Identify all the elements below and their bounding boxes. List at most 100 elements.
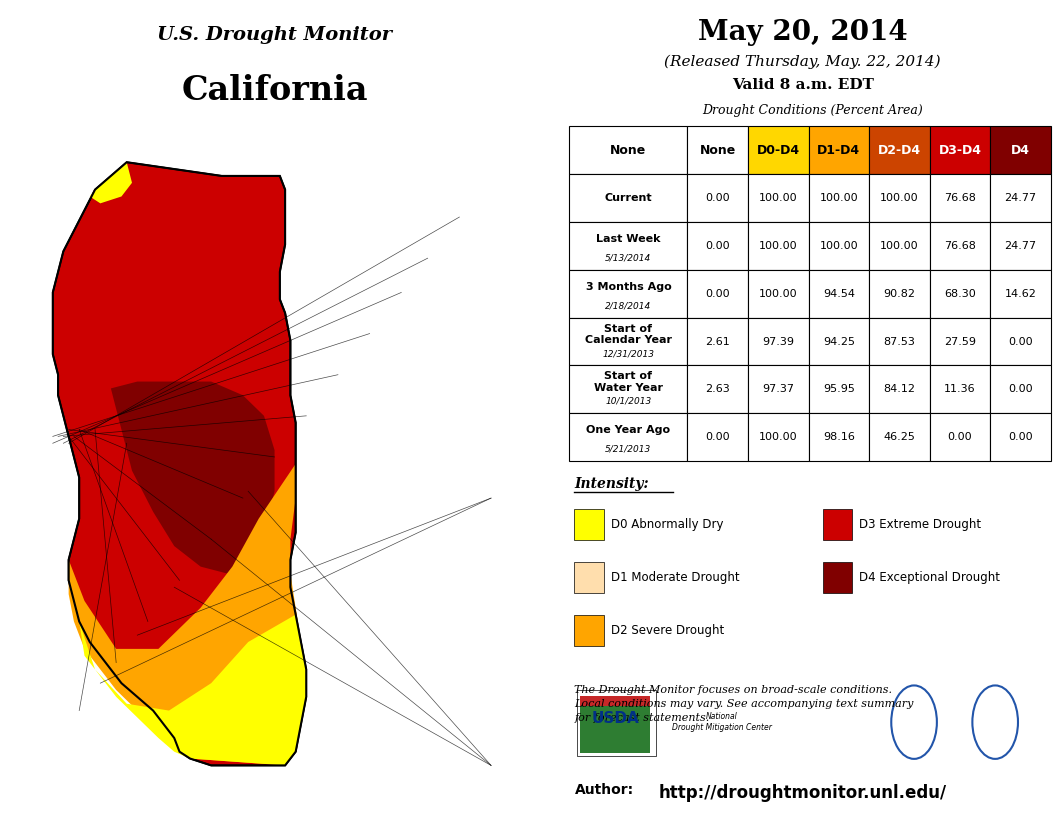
Text: D2-D4: D2-D4 bbox=[878, 144, 921, 157]
Text: 46.25: 46.25 bbox=[884, 432, 916, 442]
Bar bbox=[991, 413, 1051, 461]
Bar bbox=[869, 317, 929, 366]
Polygon shape bbox=[90, 162, 132, 203]
Text: 87.53: 87.53 bbox=[884, 336, 916, 347]
Bar bbox=[869, 270, 929, 317]
Text: 94.54: 94.54 bbox=[823, 289, 855, 299]
Bar bbox=[929, 413, 991, 461]
Text: The Drought Monitor focuses on broad-scale conditions.
Local conditions may vary: The Drought Monitor focuses on broad-sca… bbox=[574, 685, 913, 724]
Bar bbox=[748, 222, 809, 270]
Text: California: California bbox=[182, 74, 367, 108]
Bar bbox=[574, 509, 604, 540]
Bar bbox=[748, 126, 809, 175]
Text: 24.77: 24.77 bbox=[1004, 193, 1037, 203]
Bar bbox=[809, 222, 869, 270]
Bar bbox=[991, 270, 1051, 317]
Text: Valid 8 a.m. EDT: Valid 8 a.m. EDT bbox=[732, 78, 873, 92]
Bar bbox=[687, 270, 748, 317]
Bar bbox=[569, 126, 687, 175]
Bar bbox=[748, 413, 809, 461]
Text: 2.61: 2.61 bbox=[705, 336, 730, 347]
Text: 76.68: 76.68 bbox=[944, 241, 976, 251]
Polygon shape bbox=[53, 162, 306, 765]
Text: D0-D4: D0-D4 bbox=[757, 144, 799, 157]
Bar bbox=[569, 366, 687, 413]
Bar bbox=[929, 175, 991, 222]
Text: Current: Current bbox=[605, 193, 653, 203]
Bar bbox=[991, 222, 1051, 270]
Text: 100.00: 100.00 bbox=[819, 241, 859, 251]
Text: 2.63: 2.63 bbox=[705, 384, 730, 394]
Text: 11.36: 11.36 bbox=[944, 384, 976, 394]
Text: 0.00: 0.00 bbox=[705, 289, 730, 299]
Text: 0.00: 0.00 bbox=[705, 193, 730, 203]
Text: 10/1/2013: 10/1/2013 bbox=[605, 397, 652, 406]
Bar bbox=[687, 366, 748, 413]
Bar bbox=[929, 126, 991, 175]
Text: Drought Conditions (Percent Area): Drought Conditions (Percent Area) bbox=[702, 104, 923, 117]
Text: 100.00: 100.00 bbox=[759, 432, 797, 442]
Text: 0.00: 0.00 bbox=[705, 241, 730, 251]
Text: Last Week: Last Week bbox=[597, 234, 661, 244]
Bar bbox=[809, 270, 869, 317]
Bar bbox=[580, 696, 650, 706]
Text: 100.00: 100.00 bbox=[880, 241, 919, 251]
Text: USDA: USDA bbox=[591, 711, 639, 725]
Text: 98.16: 98.16 bbox=[823, 432, 854, 442]
Text: 97.37: 97.37 bbox=[762, 384, 794, 394]
Text: Intensity:: Intensity: bbox=[574, 477, 649, 491]
Bar bbox=[574, 615, 604, 646]
Text: 5/21/2013: 5/21/2013 bbox=[605, 445, 652, 454]
Bar bbox=[748, 175, 809, 222]
Text: 0.00: 0.00 bbox=[1008, 384, 1033, 394]
Text: 100.00: 100.00 bbox=[819, 193, 859, 203]
Text: 0.00: 0.00 bbox=[1008, 336, 1033, 347]
Bar bbox=[809, 175, 869, 222]
Bar bbox=[991, 317, 1051, 366]
Bar bbox=[823, 509, 852, 540]
Bar bbox=[569, 413, 687, 461]
Bar bbox=[809, 317, 869, 366]
Text: D3 Extreme Drought: D3 Extreme Drought bbox=[860, 518, 981, 531]
Text: D4 Exceptional Drought: D4 Exceptional Drought bbox=[860, 571, 1000, 584]
Text: D1-D4: D1-D4 bbox=[817, 144, 861, 157]
Text: 2/18/2014: 2/18/2014 bbox=[605, 301, 652, 310]
Bar bbox=[687, 413, 748, 461]
Text: None: None bbox=[699, 144, 736, 157]
Text: U.S. Drought Monitor: U.S. Drought Monitor bbox=[157, 25, 392, 44]
Text: (Released Thursday, May. 22, 2014): (Released Thursday, May. 22, 2014) bbox=[664, 55, 941, 69]
Bar bbox=[809, 413, 869, 461]
Bar bbox=[869, 222, 929, 270]
Text: 100.00: 100.00 bbox=[759, 241, 797, 251]
Bar bbox=[569, 270, 687, 317]
Text: D2 Severe Drought: D2 Severe Drought bbox=[611, 624, 724, 637]
Text: 100.00: 100.00 bbox=[759, 289, 797, 299]
Text: D0 Abnormally Dry: D0 Abnormally Dry bbox=[611, 518, 723, 531]
Bar bbox=[929, 366, 991, 413]
Bar bbox=[809, 366, 869, 413]
Bar bbox=[869, 413, 929, 461]
Text: 27.59: 27.59 bbox=[944, 336, 976, 347]
Text: D4: D4 bbox=[1012, 144, 1031, 157]
Text: 0.00: 0.00 bbox=[947, 432, 973, 442]
Bar bbox=[569, 222, 687, 270]
Bar bbox=[687, 126, 748, 175]
Bar bbox=[929, 317, 991, 366]
Polygon shape bbox=[79, 614, 306, 765]
Text: 12/31/2013: 12/31/2013 bbox=[602, 349, 655, 358]
Text: Author:: Author: bbox=[574, 783, 634, 797]
Bar bbox=[577, 690, 656, 756]
Text: 68.30: 68.30 bbox=[944, 289, 976, 299]
Text: 3 Months Ago: 3 Months Ago bbox=[585, 282, 672, 291]
Text: 84.12: 84.12 bbox=[884, 384, 916, 394]
Text: 76.68: 76.68 bbox=[944, 193, 976, 203]
Text: One Year Ago: One Year Ago bbox=[586, 425, 671, 435]
Bar bbox=[687, 175, 748, 222]
Text: 24.77: 24.77 bbox=[1004, 241, 1037, 251]
Bar bbox=[574, 562, 604, 593]
Bar bbox=[687, 317, 748, 366]
Text: 0.00: 0.00 bbox=[705, 432, 730, 442]
Polygon shape bbox=[69, 463, 306, 765]
Text: 95.95: 95.95 bbox=[823, 384, 854, 394]
Text: May 20, 2014: May 20, 2014 bbox=[698, 19, 907, 47]
